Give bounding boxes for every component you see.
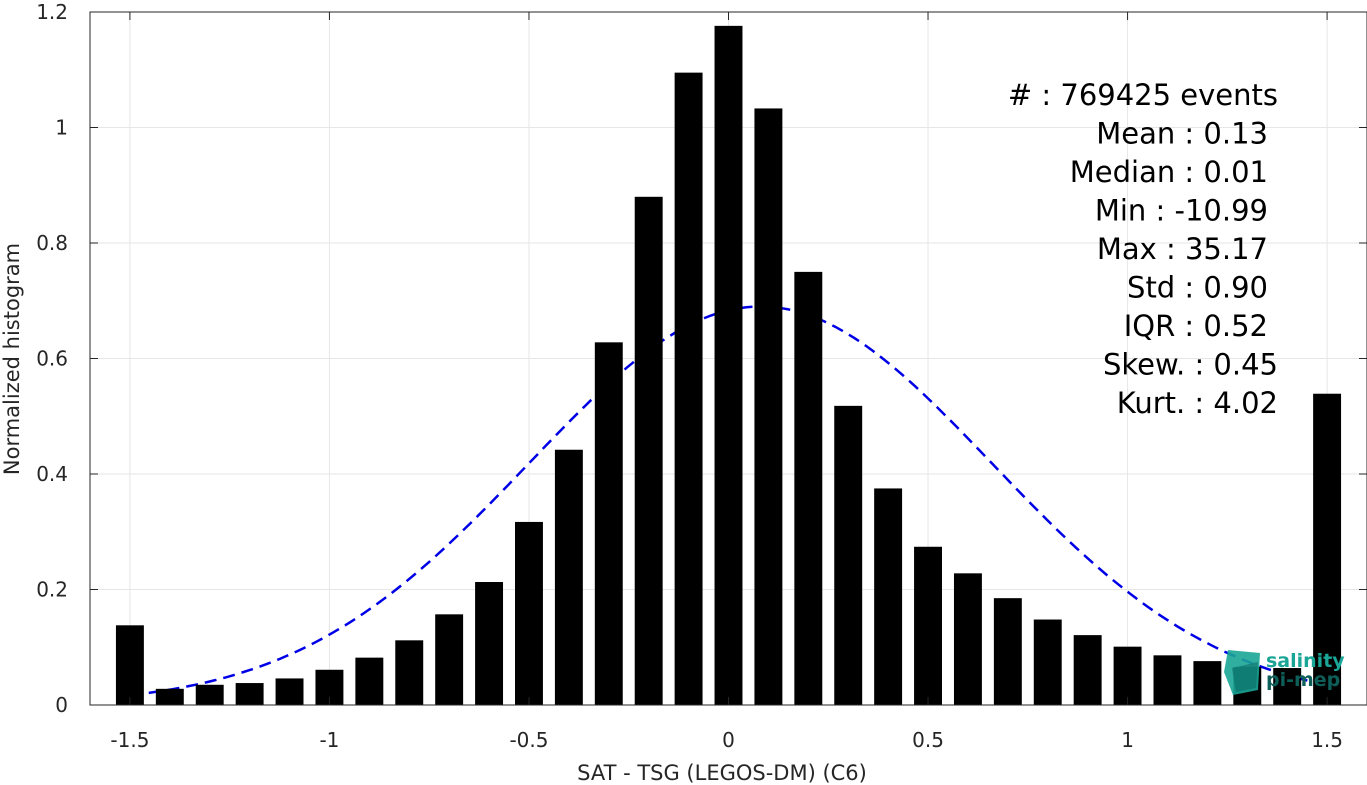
histogram-bar	[1113, 646, 1142, 705]
histogram-bar	[594, 342, 623, 705]
histogram-bar	[714, 25, 743, 706]
logo-text-salinity: salinity	[1266, 650, 1345, 672]
histogram-bar	[435, 614, 464, 705]
y-tick-label: 1.2	[36, 0, 68, 24]
histogram-bar	[554, 449, 583, 705]
histogram-bar	[1033, 619, 1062, 705]
histogram-bar	[674, 72, 703, 705]
x-tick-label: -1.5	[110, 728, 149, 752]
axis-ticks	[90, 11, 1367, 706]
histogram-bar	[634, 196, 663, 706]
histogram-bar	[1313, 393, 1342, 705]
bars	[115, 25, 1342, 706]
stats-line: Max : 35.17	[1097, 232, 1268, 266]
stats-line: Mean : 0.13	[1096, 117, 1268, 151]
x-axis-label: SAT - TSG (LEGOS-DM) (C6)	[577, 761, 867, 785]
histogram-bar	[794, 271, 823, 705]
histogram-bar	[355, 657, 384, 705]
histogram-bar	[195, 684, 224, 705]
histogram-bar	[1153, 655, 1182, 705]
logo-text-pimep: pi-mep	[1266, 669, 1340, 691]
stats-line: Std : 0.90	[1127, 271, 1268, 305]
histogram-bar	[235, 683, 264, 705]
histogram-bar	[115, 625, 144, 705]
histogram-bar	[395, 640, 424, 705]
y-tick-labels: 0 0.2 0.4 0.6 0.8 1 1.2	[36, 0, 68, 717]
stats-line: Kurt. : 4.02	[1117, 386, 1278, 420]
x-tick-label: 1.5	[1311, 728, 1343, 752]
histogram-bar	[914, 546, 942, 705]
y-tick-label: 0	[55, 693, 68, 717]
histogram-bar	[515, 521, 543, 705]
y-tick-label: 0.6	[36, 347, 68, 371]
histogram-bar	[475, 581, 504, 705]
x-tick-label: 0	[722, 728, 735, 752]
y-axis-label: Normalized histogram	[0, 243, 24, 475]
stats-line: Min : -10.99	[1095, 194, 1268, 228]
x-tick-label: 0.5	[912, 728, 944, 752]
histogram-bar	[874, 488, 903, 705]
histogram-bar	[993, 598, 1022, 705]
histogram-bar	[1273, 668, 1302, 705]
histogram-bar	[953, 573, 982, 705]
logo-mark-shade	[1232, 662, 1258, 692]
x-tick-label: -1	[319, 728, 339, 752]
histogram-bar	[275, 678, 304, 705]
y-tick-label: 0.4	[36, 462, 68, 486]
y-tick-label: 0.8	[36, 231, 68, 255]
x-tick-label: -0.5	[509, 728, 548, 752]
histogram-bar	[155, 688, 184, 705]
y-tick-label: 1	[55, 116, 68, 140]
x-tick-labels: -1.5 -1 -0.5 0 0.5 1 1.5	[110, 728, 1343, 752]
stats-line: Skew. : 0.45	[1103, 348, 1278, 382]
histogram-bar	[834, 405, 863, 705]
statistics-box: # : 769425 events Mean : 0.13 Median : 0.0…	[1008, 78, 1278, 420]
histogram-bar	[1193, 661, 1222, 705]
x-tick-label: 1	[1121, 728, 1134, 752]
stats-line: Median : 0.01	[1070, 155, 1268, 189]
histogram-bar	[754, 108, 783, 705]
y-tick-label: 0.2	[36, 578, 68, 602]
histogram-bar	[1073, 635, 1102, 705]
stats-line: # : 769425 events	[1008, 78, 1278, 112]
stats-line: IQR : 0.52	[1124, 309, 1268, 343]
